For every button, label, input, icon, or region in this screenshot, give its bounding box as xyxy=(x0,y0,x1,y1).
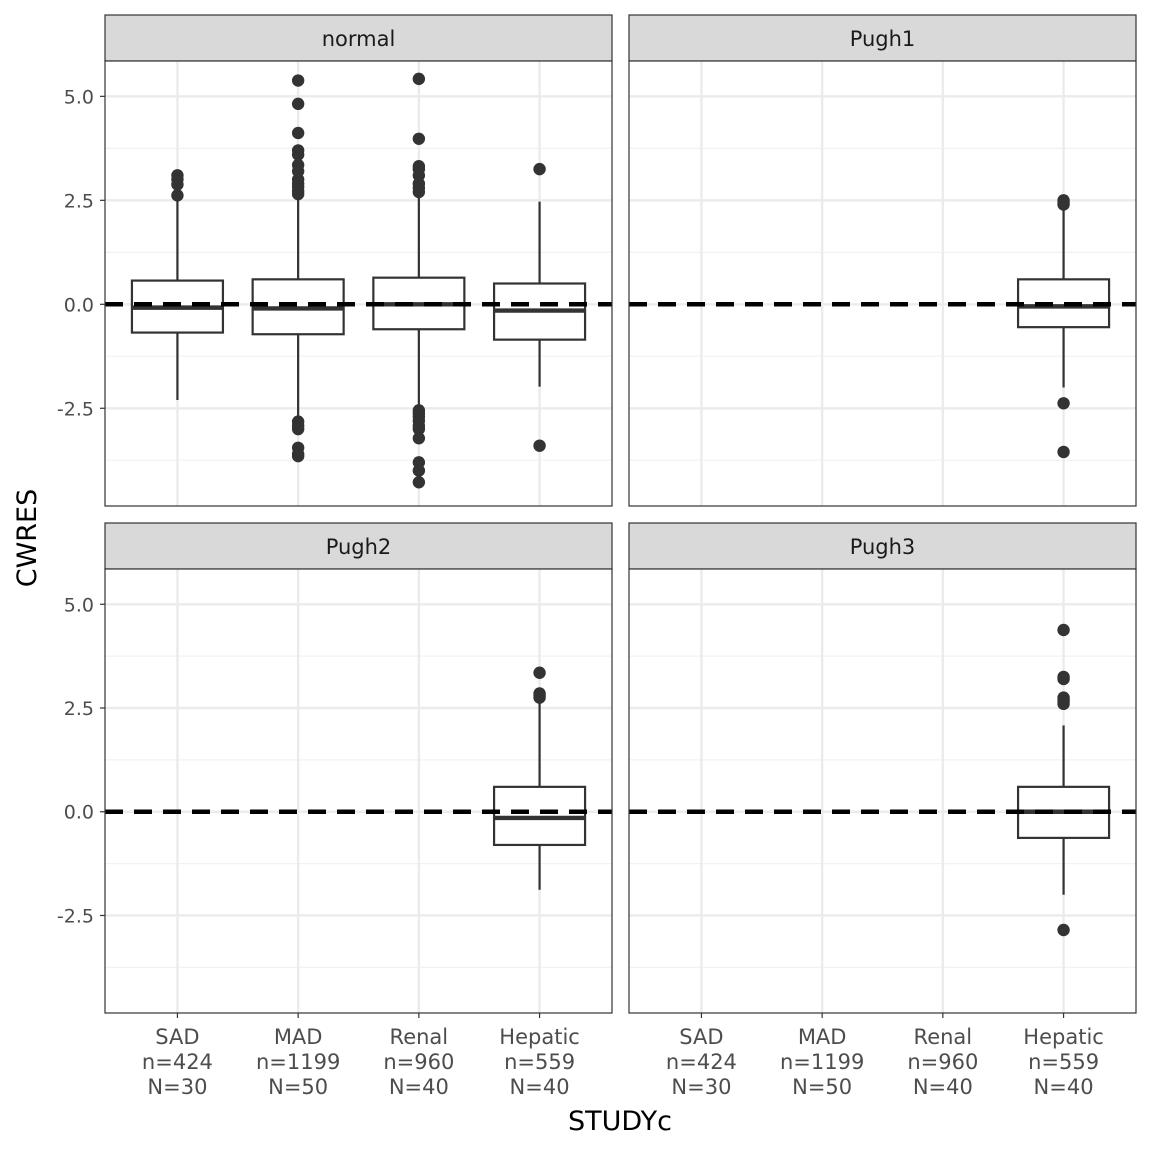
box-sad xyxy=(130,169,225,400)
facet-panels: normal Pugh1 Pugh2 Pugh3 xyxy=(104,14,1137,1014)
outlier-point xyxy=(533,439,546,452)
facet-strip-label: normal xyxy=(322,27,396,51)
facet-panel-normal: normal xyxy=(104,14,613,507)
x-tick-label: SAD n=424 N=30 xyxy=(666,1025,737,1099)
facet-strip-label: Pugh2 xyxy=(326,535,392,559)
x-tick-label-line: N=40 xyxy=(389,1075,449,1099)
y-tick-label: 2.5 xyxy=(64,698,94,720)
x-tick-label: MAD n=1199 N=50 xyxy=(780,1025,864,1099)
y-tick-label: -2.5 xyxy=(57,398,94,420)
x-tick-label-line: Renal xyxy=(390,1025,449,1049)
x-tick-label-line: Hepatic xyxy=(1023,1025,1104,1049)
x-tick-label-line: n=424 xyxy=(666,1050,737,1074)
x-tick-label-line: MAD xyxy=(798,1025,847,1049)
x-tick-label: Hepatic n=559 N=40 xyxy=(1023,1025,1104,1099)
box-renal xyxy=(372,72,466,489)
outlier-point xyxy=(291,74,305,87)
outlier-point xyxy=(291,126,305,140)
x-axis-title: STUDYc xyxy=(568,1106,672,1137)
outlier-point xyxy=(1057,397,1070,410)
x-tick-label: Renal n=960 N=40 xyxy=(907,1025,978,1099)
facet-strip xyxy=(104,14,613,62)
outlier-point xyxy=(171,178,184,191)
box-hepatic xyxy=(492,162,587,452)
x-tick-label-line: Renal xyxy=(914,1025,973,1049)
facet-strip xyxy=(628,14,1137,62)
outlier-point xyxy=(412,464,426,477)
x-tick-label-line: n=1199 xyxy=(780,1050,864,1074)
x-tick-label-line: N=40 xyxy=(1034,1075,1094,1099)
y-axes: -2.5 0.0 2.5 5.0 -2.5 0.0 2.5 5.0 xyxy=(57,86,105,927)
outlier-point xyxy=(1057,198,1070,211)
facet-panel-pugh1: Pugh1 xyxy=(628,14,1137,507)
x-tick-label-line: N=40 xyxy=(913,1075,973,1099)
box-hepatic xyxy=(492,666,587,890)
x-tick-label-line: N=50 xyxy=(792,1075,852,1099)
outlier-point xyxy=(291,449,305,463)
x-tick-label-line: N=50 xyxy=(268,1075,328,1099)
x-tick-label-line: Hepatic xyxy=(499,1025,580,1049)
box-hepatic xyxy=(1016,623,1111,937)
x-tick-label-line: n=424 xyxy=(142,1050,213,1074)
outlier-point xyxy=(1057,623,1070,637)
outlier-point xyxy=(412,432,426,445)
outlier-point xyxy=(1057,672,1070,686)
box-mad xyxy=(251,74,345,463)
outlier-point xyxy=(291,97,305,111)
outlier-point xyxy=(412,72,426,86)
outlier-point xyxy=(412,185,426,199)
outlier-point xyxy=(533,666,546,679)
x-tick-label-line: N=40 xyxy=(510,1075,570,1099)
outlier-point xyxy=(412,422,426,436)
y-tick-label: 5.0 xyxy=(64,594,94,616)
outlier-point xyxy=(1057,697,1070,711)
x-tick-label-line: n=559 xyxy=(1028,1050,1099,1074)
facet-strip-label: Pugh3 xyxy=(850,535,916,559)
y-tick-label: 2.5 xyxy=(64,190,94,212)
outlier-point xyxy=(291,422,305,436)
y-axis-title: CWRES xyxy=(12,489,43,588)
x-tick-label: MAD n=1199 N=50 xyxy=(256,1025,340,1099)
panel-border xyxy=(104,60,613,507)
panel-border xyxy=(104,568,613,1014)
panel-border xyxy=(628,568,1137,1014)
x-tick-label-line: MAD xyxy=(274,1025,323,1049)
panel-border xyxy=(628,60,1137,507)
x-tick-label: Hepatic n=559 N=40 xyxy=(499,1025,580,1099)
x-tick-label: SAD n=424 N=30 xyxy=(142,1025,213,1099)
outlier-point xyxy=(291,148,305,161)
outlier-point xyxy=(1057,445,1070,459)
x-tick-label-line: SAD xyxy=(155,1025,199,1049)
facet-strip xyxy=(104,522,613,570)
x-tick-label-line: N=30 xyxy=(671,1075,731,1099)
outlier-point xyxy=(412,476,426,489)
facet-panel-pugh3: Pugh3 xyxy=(628,522,1137,1014)
outlier-point xyxy=(533,691,546,704)
y-tick-label: 0.0 xyxy=(64,802,94,824)
outlier-point xyxy=(171,189,184,202)
y-tick-label: 5.0 xyxy=(64,86,94,108)
outlier-point xyxy=(412,132,426,145)
y-tick-label: 0.0 xyxy=(64,294,94,316)
x-tick-label-line: N=30 xyxy=(147,1075,207,1099)
outlier-point xyxy=(1057,923,1070,937)
y-tick-label: -2.5 xyxy=(57,905,94,927)
x-tick-label-line: SAD xyxy=(679,1025,723,1049)
x-tick-label-line: n=960 xyxy=(907,1050,978,1074)
x-tick-label-line: n=960 xyxy=(383,1050,454,1074)
outlier-point xyxy=(291,187,305,201)
facet-strip xyxy=(628,522,1137,570)
x-tick-label-line: n=559 xyxy=(504,1050,575,1074)
x-tick-label: Renal n=960 N=40 xyxy=(383,1025,454,1099)
facet-panel-pugh2: Pugh2 xyxy=(104,522,613,1014)
outlier-point xyxy=(533,162,546,176)
x-tick-label-line: n=1199 xyxy=(256,1050,340,1074)
facet-strip-label: Pugh1 xyxy=(850,27,916,51)
